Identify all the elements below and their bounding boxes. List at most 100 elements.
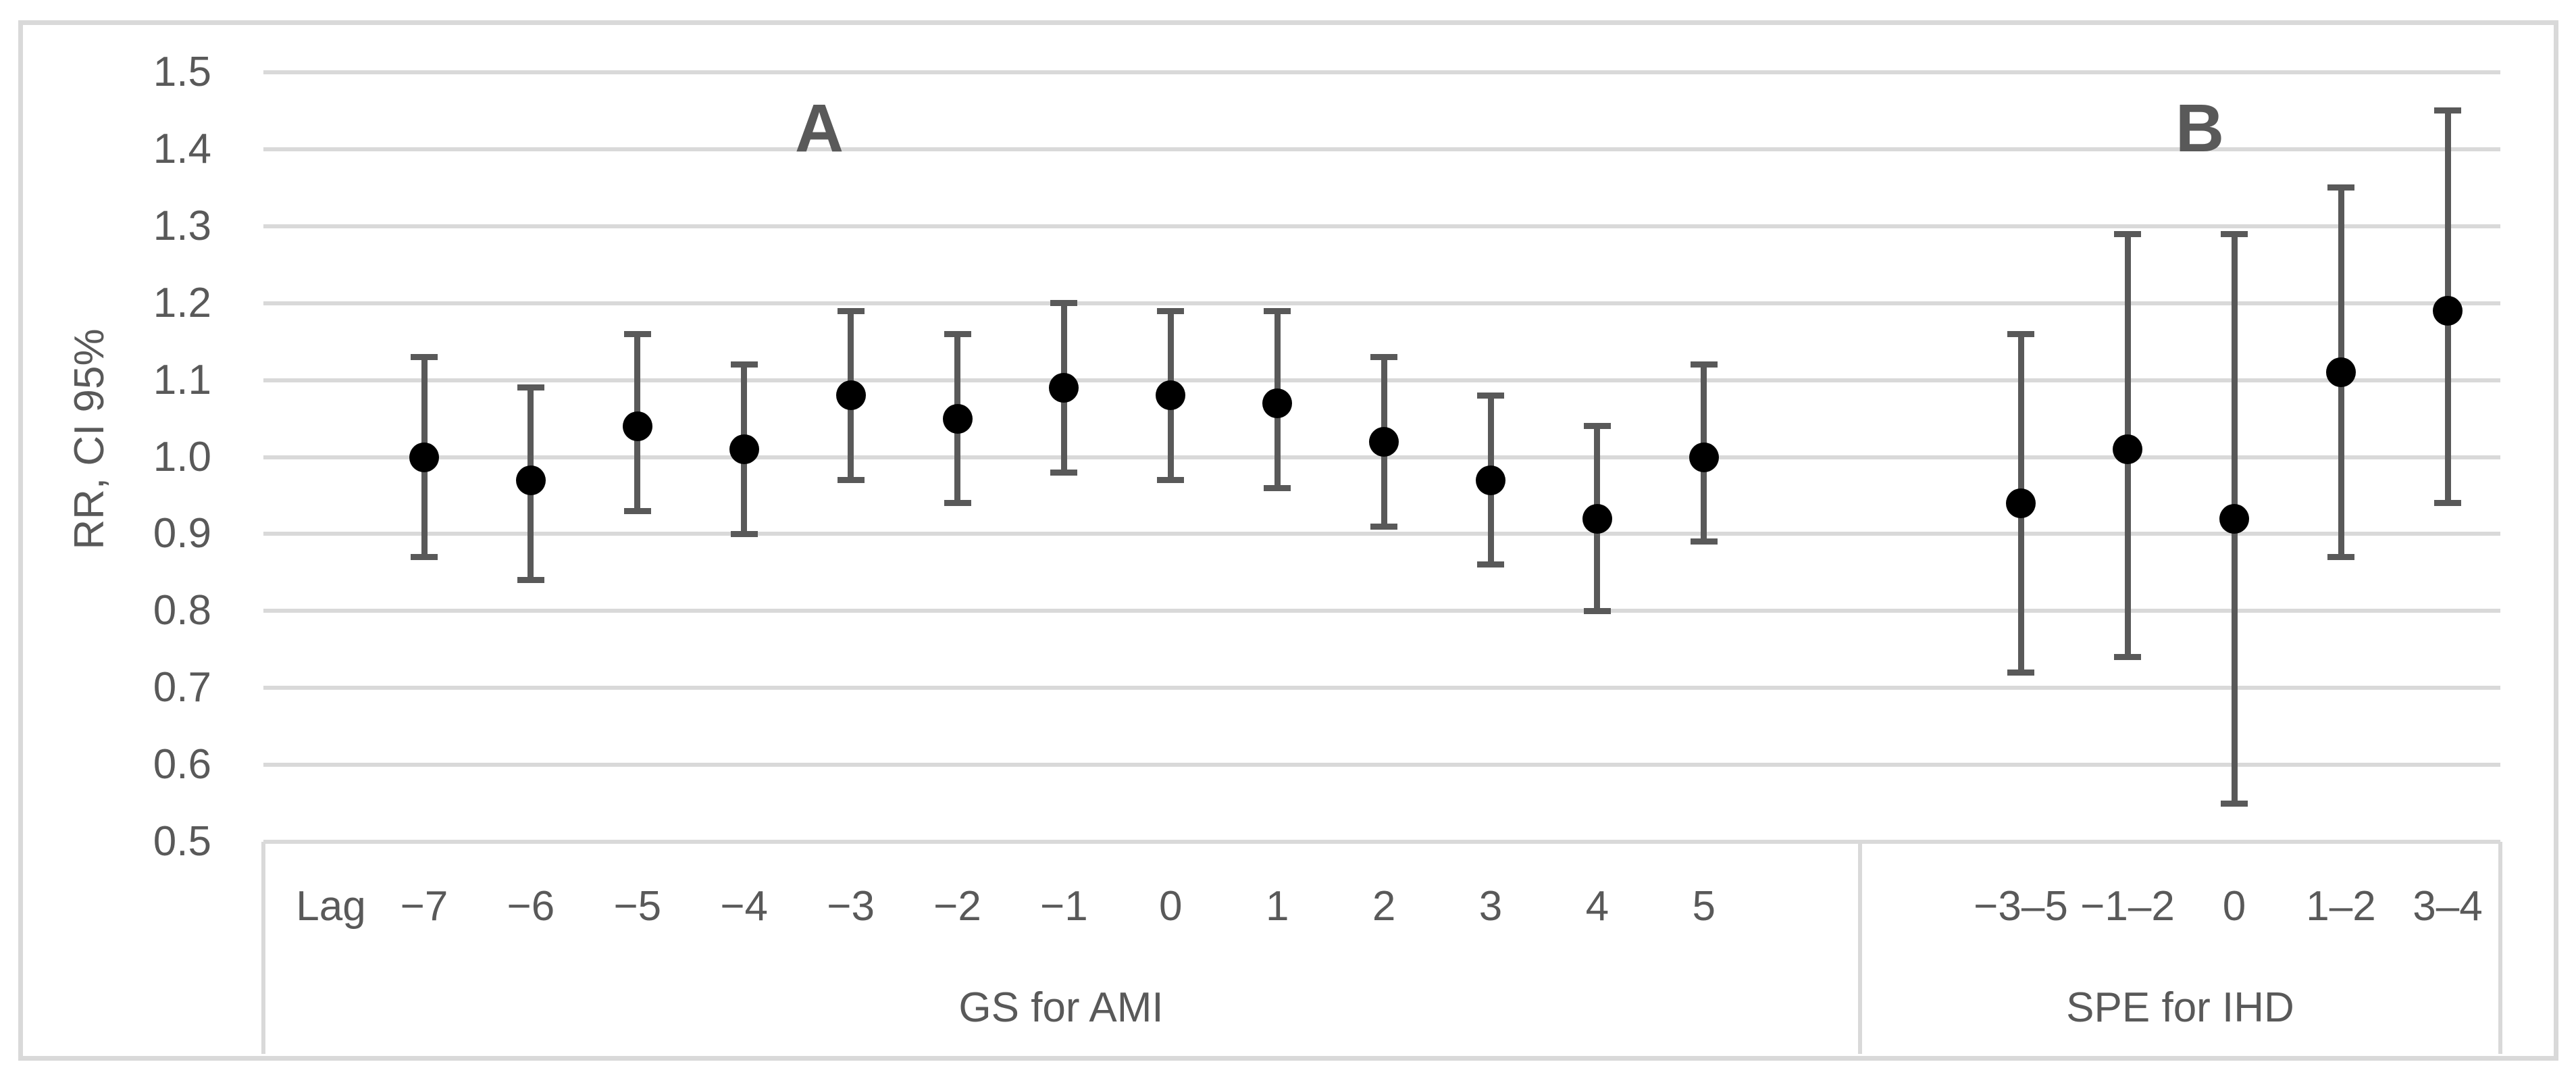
y-axis-tick-label: 1.5	[153, 49, 211, 95]
error-bar-cap-bottom	[623, 507, 651, 514]
error-bar-cap-bottom	[2221, 800, 2248, 807]
x-axis-category-label: 3–4	[2413, 883, 2483, 930]
error-bar-cap-top	[1690, 361, 1718, 368]
x-axis-category-label: −3–5	[1974, 883, 2068, 930]
axis-band-divider	[1858, 842, 1862, 1054]
error-bar-cap-top	[2221, 230, 2248, 237]
y-axis-tick-label: 0.8	[153, 587, 211, 634]
y-axis-tick-label: 1.1	[153, 356, 211, 403]
data-point	[942, 403, 973, 434]
error-bar-cap-top	[1157, 307, 1185, 314]
x-axis-category-label: −3	[827, 883, 875, 930]
y-axis-tick-label: 1.0	[153, 433, 211, 480]
x-axis-category-label: 0	[1159, 883, 1183, 930]
gridline	[263, 686, 2500, 690]
error-bar-cap-top	[944, 330, 971, 337]
data-point	[409, 442, 439, 472]
data-point	[2433, 296, 2463, 326]
x-axis-category-label: 2	[1372, 883, 1396, 930]
y-axis-tick-label: 0.6	[153, 741, 211, 788]
error-bar-cap-top	[2434, 107, 2461, 114]
data-point	[1476, 465, 1505, 495]
x-axis-category-label: 4	[1585, 883, 1609, 930]
gridline	[263, 532, 2500, 536]
panel-b-title: B	[2175, 91, 2225, 166]
error-bar-cap-bottom	[2434, 500, 2461, 507]
x-axis-category-label: 0	[2222, 883, 2246, 930]
error-bar-cap-bottom	[517, 577, 544, 584]
gridline	[263, 840, 2500, 844]
y-axis-tick-label: 1.4	[153, 125, 211, 172]
data-point	[515, 465, 546, 495]
error-bar-cap-bottom	[1157, 477, 1185, 484]
x-axis-category-label: 1	[1265, 883, 1289, 930]
data-point	[1262, 388, 1293, 418]
error-bar-cap-top	[1264, 307, 1291, 314]
x-axis-category-label: −7	[400, 883, 448, 930]
gridline	[263, 609, 2500, 613]
error-bar-cap-top	[411, 353, 438, 360]
error-bar-cap-bottom	[837, 477, 865, 484]
error-bar-cap-top	[2114, 230, 2141, 237]
x-axis-category-label: −6	[507, 883, 555, 930]
x-axis-category-label: −5	[613, 883, 662, 930]
gridline	[263, 301, 2500, 305]
x-axis-category-label: −2	[933, 883, 981, 930]
error-bar-cap-top	[730, 361, 758, 368]
error-bar-cap-top	[1583, 423, 1611, 430]
error-bar-cap-bottom	[1264, 484, 1291, 491]
error-bar-cap-bottom	[2007, 669, 2034, 676]
data-point	[1689, 442, 1719, 472]
error-bar-cap-bottom	[1690, 538, 1718, 545]
axis-band-divider	[2498, 842, 2502, 1054]
data-point	[1049, 372, 1079, 403]
x-axis-group-b-label: SPE for IHD	[2066, 984, 2294, 1031]
figure-border	[18, 20, 2558, 1061]
data-point	[1156, 380, 1186, 411]
error-bar-cap-bottom	[1050, 469, 1078, 476]
data-point	[2326, 357, 2356, 388]
y-axis-title: RR, CI 95%	[66, 328, 113, 550]
error-bar-cap-top	[1370, 353, 1398, 360]
error-bar-cap-top	[1477, 392, 1504, 399]
error-bar-cap-bottom	[2114, 654, 2141, 661]
error-bar-cap-bottom	[1583, 607, 1611, 614]
gridline	[263, 70, 2500, 74]
data-point	[2219, 503, 2249, 534]
data-point	[1369, 426, 1399, 457]
error-bar-cap-bottom	[1370, 523, 1398, 530]
y-axis-tick-label: 0.9	[153, 510, 211, 557]
error-bar-cap-bottom	[730, 530, 758, 537]
error-bar-cap-top	[2007, 330, 2034, 337]
gridline	[263, 147, 2500, 151]
data-point	[622, 411, 652, 441]
data-point	[2006, 488, 2036, 518]
error-bar-cap-bottom	[944, 500, 971, 507]
x-axis-category-label: 5	[1692, 883, 1716, 930]
x-axis-category-label: −1–2	[2080, 883, 2175, 930]
data-point	[729, 434, 759, 465]
x-axis-prefix-label: Lag	[296, 883, 366, 930]
gridline	[263, 224, 2500, 228]
x-axis-category-label: −1	[1040, 883, 1088, 930]
y-axis-tick-label: 1.2	[153, 279, 211, 326]
x-axis-category-label: 3	[1478, 883, 1503, 930]
error-bar-cap-top	[623, 330, 651, 337]
error-bar-cap-top	[2327, 184, 2354, 191]
error-bar-cap-bottom	[411, 554, 438, 561]
y-axis-tick-label: 0.5	[153, 818, 211, 865]
x-axis-category-label: −4	[720, 883, 769, 930]
x-axis-group-a-label: GS for AMI	[958, 984, 1164, 1031]
gridline	[263, 763, 2500, 767]
y-axis-tick-label: 0.7	[153, 664, 211, 711]
y-axis-tick-label: 1.3	[153, 202, 211, 249]
data-point	[1582, 503, 1612, 534]
data-point	[835, 380, 866, 411]
error-bar-cap-bottom	[2327, 554, 2354, 561]
error-bar-cap-top	[1050, 300, 1078, 307]
error-bar-cap-top	[837, 307, 865, 314]
panel-a-title: A	[794, 91, 844, 166]
axis-band-divider	[261, 842, 265, 1054]
error-bar-cap-bottom	[1477, 561, 1504, 568]
